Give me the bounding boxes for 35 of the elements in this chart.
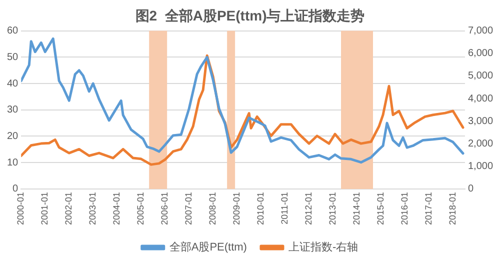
y2-tick-label: 6,000	[468, 48, 494, 60]
y2-tick-label: 0	[468, 184, 474, 195]
y-tick-label: 60	[7, 26, 19, 37]
y-tick-label: 50	[7, 52, 19, 63]
legend-label: 上证指数-右轴	[288, 240, 358, 254]
x-tick-label: 2011-01	[280, 192, 290, 224]
x-tick-label: 2015-01	[375, 192, 386, 225]
y2-tick-label: 3,000	[468, 116, 494, 127]
x-tick-label: 2016-01	[399, 192, 410, 225]
x-tick-label: 2001-01	[40, 192, 50, 225]
y-tick-label: 40	[7, 78, 19, 90]
x-tick-label: 2009-01	[232, 192, 242, 225]
y2-tick-label: 7,000	[468, 26, 494, 37]
x-tick-label: 2014-01	[351, 192, 362, 225]
x-tick-label: 2012-01	[304, 192, 314, 225]
y-tick-label: 30	[7, 104, 19, 116]
y2-tick-label: 2,000	[468, 138, 494, 150]
y2-tick-label: 4,000	[468, 93, 494, 104]
x-tick-label: 2017-01	[423, 192, 434, 225]
x-tick-label: 2005-01	[136, 192, 146, 225]
legend-label: 全部A股PE(ttm)	[169, 240, 247, 254]
chart-title: 图2 全部A股PE(ttm)与上证指数走势	[135, 7, 365, 24]
x-tick-label: 2013-01	[328, 192, 338, 225]
x-tick-label: 2008-01	[208, 192, 218, 225]
y2-tick-label: 5,000	[468, 70, 494, 82]
x-tick-label: 2003-01	[88, 192, 98, 225]
x-tick-label: 2010-01	[256, 192, 266, 225]
x-tick-label: 2018-01	[447, 192, 458, 225]
x-tick-label: 2002-01	[64, 192, 74, 225]
x-tick-label: 2006-01	[160, 192, 170, 225]
y2-tick-label: 1,000	[468, 161, 494, 172]
y-tick-label: 10	[7, 157, 19, 168]
y-tick-label: 20	[7, 130, 19, 142]
x-tick-label: 2007-01	[184, 192, 194, 225]
x-tick-label: 2004-01	[112, 192, 122, 225]
